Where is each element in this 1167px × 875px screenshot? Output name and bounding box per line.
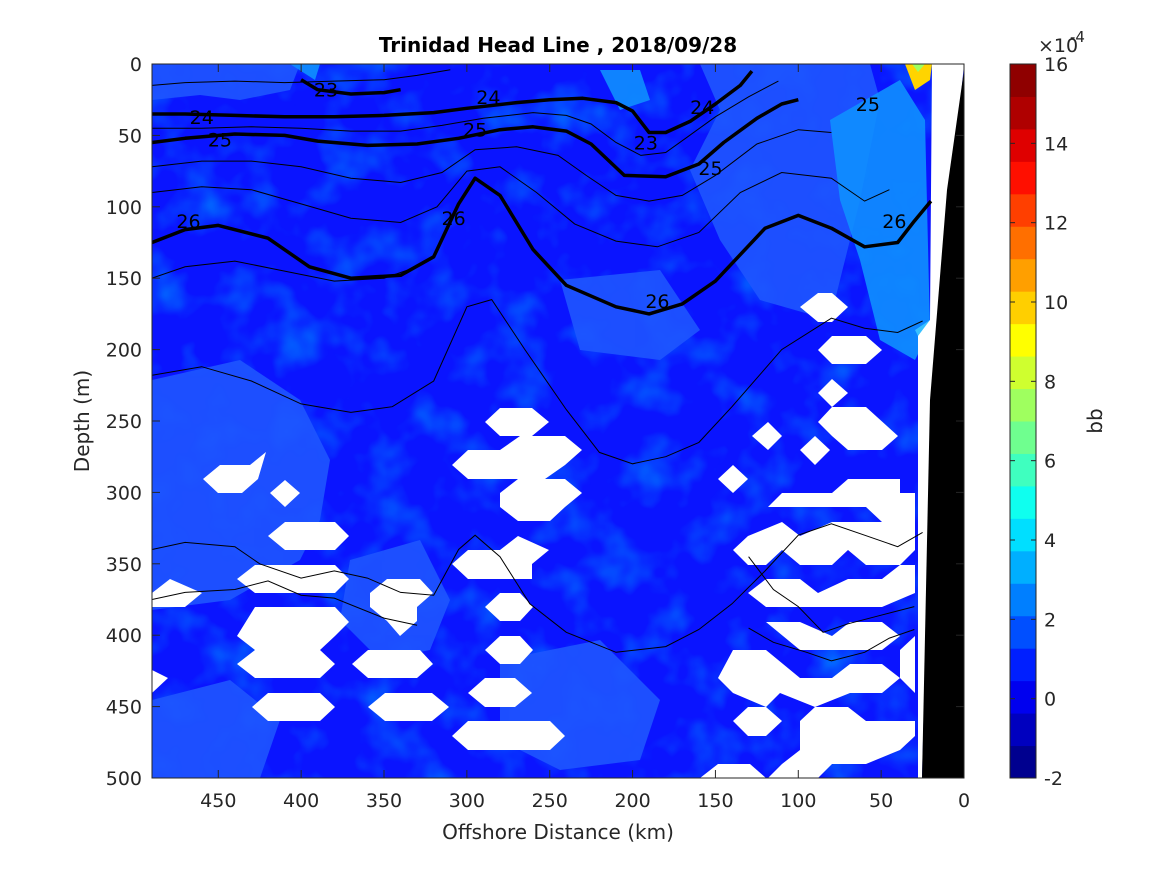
colorbar-swatch — [1010, 193, 1036, 227]
contour-label: 23 — [634, 133, 658, 155]
colorbar-swatch — [1010, 258, 1036, 292]
colorbar-frame — [1009, 63, 1037, 779]
contour-label: 26 — [882, 211, 906, 233]
contour-label: 26 — [645, 291, 669, 313]
thin-contour-line — [152, 80, 779, 156]
contour-label: 26 — [176, 211, 200, 233]
colorbar-tick-label: 4 — [1044, 530, 1056, 552]
contour-label: 25 — [698, 158, 722, 180]
contour-label: 24 — [690, 97, 714, 119]
contour-line-23 — [300, 78, 401, 96]
colorbar-swatch — [1010, 356, 1036, 390]
colorbar-swatch — [1010, 64, 1036, 97]
colorbar-swatch — [1010, 518, 1036, 552]
colorbar-swatch — [1010, 680, 1036, 714]
y-axis: 0 50 100 150 200 250 300 350 400 450 500 — [106, 54, 964, 790]
colorbar-swatch — [1010, 388, 1036, 422]
colorbar-label: bb — [1083, 408, 1107, 433]
colorbar-swatch — [1010, 583, 1036, 617]
colorbar-swatch — [1010, 421, 1036, 454]
colorbar-tick-label: 12 — [1044, 213, 1068, 235]
y-axis-label: Depth (m) — [70, 370, 94, 472]
thin-contour-line — [748, 556, 915, 633]
colorbar-exponent: -4 — [1070, 28, 1085, 46]
colorbar-swatch — [1010, 161, 1036, 195]
contour-label: 25 — [856, 94, 880, 116]
contour-line-26 — [152, 176, 933, 316]
x-tick-label: 0 — [958, 790, 970, 812]
colorbar-swatch — [1010, 550, 1036, 584]
colorbar-swatch — [1010, 128, 1036, 162]
thin-contours — [152, 69, 923, 662]
contour-label: 25 — [463, 120, 487, 142]
cyan-patches — [290, 64, 930, 360]
colorbar-swatch — [1010, 648, 1036, 682]
colorbar-tick-label: 16 — [1044, 54, 1068, 76]
colorbar-tick-label: 0 — [1044, 689, 1056, 711]
seafloor — [922, 70, 964, 778]
colorbar-tick-label: 8 — [1044, 371, 1056, 393]
y-tick-label: 400 — [106, 625, 142, 647]
thin-contour-line — [152, 166, 890, 248]
contour-line-24 — [152, 69, 754, 135]
thin-contour-line — [152, 260, 418, 282]
colorbar-swatch — [1010, 615, 1036, 649]
missing-data-patches — [152, 293, 915, 778]
thin-contour-line — [152, 580, 418, 626]
thin-contour-line — [152, 129, 832, 202]
colorbar-swatch — [1010, 226, 1036, 260]
x-tick-label: 200 — [614, 790, 650, 812]
thin-contour-line — [152, 69, 451, 86]
colorbar-tick-label: -2 — [1044, 768, 1063, 790]
x-axis: 450 400 350 300 250 200 150 100 50 0 — [200, 64, 970, 812]
y-tick-label: 300 — [106, 482, 142, 504]
y-tick-label: 50 — [118, 125, 142, 147]
bold-contours — [152, 69, 933, 316]
contour-label: 23 — [314, 80, 338, 102]
y-tick-label: 200 — [106, 340, 142, 362]
y-tick-label: 250 — [106, 411, 142, 433]
thin-contour-line — [748, 627, 915, 662]
colorbar-swatch — [1010, 453, 1036, 487]
y-tick-label: 0 — [130, 54, 142, 76]
colorbar-swatch — [1010, 713, 1036, 747]
contour-label: 24 — [190, 107, 214, 129]
contour-label: 26 — [442, 208, 466, 230]
colorbar: 16 14 12 10 8 6 4 2 0 -2 — [1010, 54, 1068, 790]
x-tick-label: 300 — [449, 790, 485, 812]
contour-line-25 — [152, 98, 799, 179]
x-tick-label: 450 — [200, 790, 236, 812]
contour-label: 25 — [208, 130, 232, 152]
y-tick-label: 150 — [106, 268, 142, 290]
colorbar-exponent-base: ×10 — [1038, 35, 1078, 57]
colorbar-swatch — [1010, 96, 1036, 130]
y-tick-label: 100 — [106, 197, 142, 219]
chart-title: Trinidad Head Line , 2018/09/28 — [379, 33, 737, 57]
y-tick-label: 350 — [106, 554, 142, 576]
colorbar-swatch — [1010, 291, 1036, 325]
x-tick-label: 400 — [283, 790, 319, 812]
colorbar-swatch — [1010, 323, 1036, 357]
colorbar-tick-label: 14 — [1044, 133, 1068, 155]
thin-contour-line — [152, 523, 923, 653]
contour-label: 24 — [476, 87, 500, 109]
x-tick-label: 350 — [366, 790, 402, 812]
y-tick-label: 450 — [106, 697, 142, 719]
thin-contour-line — [152, 299, 923, 465]
x-axis-label: Offshore Distance (km) — [442, 820, 674, 844]
colorbar-swatch — [1010, 485, 1036, 519]
x-tick-label: 100 — [780, 790, 816, 812]
colorbar-tick-label: 2 — [1044, 609, 1056, 631]
colorbar-tick-label: 10 — [1044, 292, 1068, 314]
colorbar-swatch — [1010, 745, 1036, 779]
x-tick-label: 150 — [697, 790, 733, 812]
x-tick-label: 250 — [532, 790, 568, 812]
coast-white — [918, 64, 964, 778]
colorbar-tick-label: 6 — [1044, 451, 1056, 473]
x-tick-label: 50 — [869, 790, 893, 812]
y-tick-label: 500 — [106, 768, 142, 790]
